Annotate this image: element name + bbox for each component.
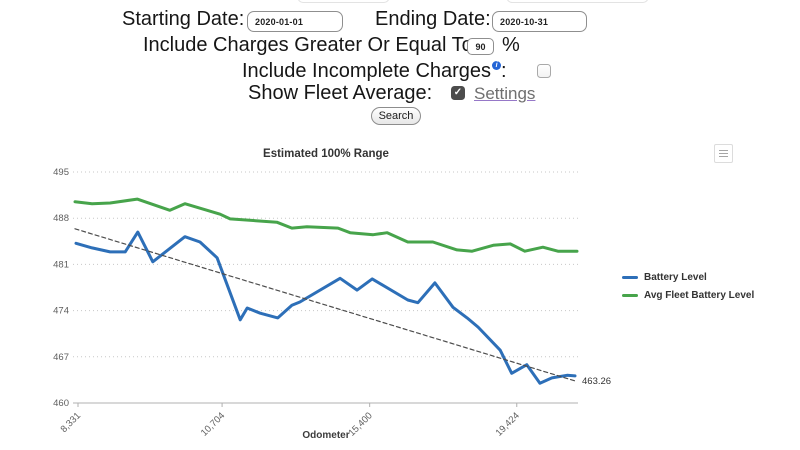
incomplete-charges-colon: : [501,60,507,82]
battery-level-line-icon [622,275,638,279]
series-linear-trend [74,228,578,383]
info-icon[interactable]: i [492,61,502,70]
y-axis-tick-label: 474 [53,306,69,317]
starting-date-input[interactable] [247,11,343,32]
series-avg-fleet-battery-level [73,197,579,253]
charges-threshold-label: Include Charges Greater Or Equal To: [143,34,479,56]
percent-suffix: % [502,34,520,56]
legend-label: Avg Fleet Battery Level [644,289,755,301]
starting-date-label: Starting Date: [122,8,245,30]
legend-item-avg-fleet-battery-level[interactable]: Avg Fleet Battery Level [622,289,754,301]
settings-link[interactable]: Settings [474,84,536,103]
x-axis-title: Odometer [302,430,350,441]
legend-label: Battery Level [644,271,707,283]
search-button[interactable]: Search [371,107,421,125]
fleet-average-label: Show Fleet Average: [248,82,433,104]
hamburger-icon [719,149,728,152]
trend-end-value-label: 463.26 [582,376,612,388]
ending-date-input[interactable] [492,11,587,32]
legend-item-battery-level[interactable]: Battery Level [622,271,754,283]
incomplete-charges-label: Include Incomplete Charges i: [242,60,507,83]
incomplete-charges-checkbox[interactable] [537,64,551,78]
ending-date-label: Ending Date: [375,8,491,30]
y-axis-tick-label: 467 [53,352,69,363]
series-battery-level [74,230,577,385]
y-axis-tick-label: 460 [53,398,69,409]
charges-threshold-input[interactable] [467,38,494,55]
y-axis-tick-label: 488 [53,213,69,224]
chart-title: Estimated 100% Range [263,148,389,160]
y-axis-tick-label: 495 [53,167,69,178]
chart-legend: Battery Level Avg Fleet Battery Level [622,271,754,307]
y-axis-tick-label: 481 [53,259,69,270]
avg-fleet-line-icon [622,293,638,297]
fleet-average-checkbox[interactable]: ✓ [451,86,465,100]
incomplete-charges-label-text: Include Incomplete Charges [242,60,492,82]
chart-context-menu-button[interactable] [714,144,733,163]
